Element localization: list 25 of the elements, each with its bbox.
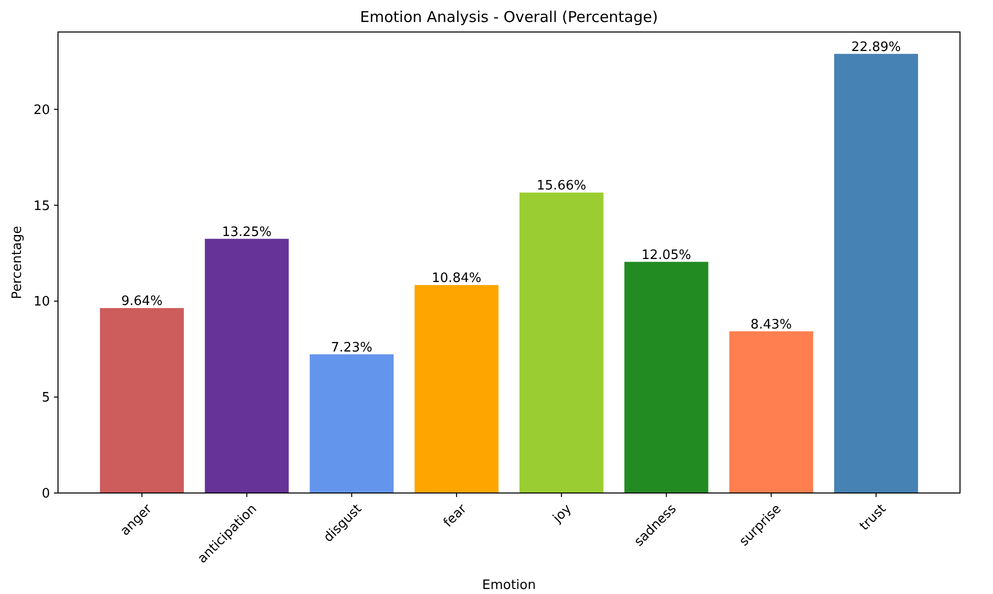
bar xyxy=(414,285,499,493)
x-axis-title: Emotion xyxy=(482,578,536,593)
bar xyxy=(624,262,708,493)
bar xyxy=(310,354,394,493)
bar xyxy=(519,192,604,493)
data-label: 7.23% xyxy=(331,340,372,356)
x-tick-label: joy xyxy=(550,501,575,527)
y-tick-label: 10 xyxy=(33,294,50,310)
data-label: 10.84% xyxy=(432,271,482,286)
y-tick-label: 20 xyxy=(33,102,50,118)
data-label: 12.05% xyxy=(642,248,692,263)
data-label: 9.64% xyxy=(121,294,163,310)
bar xyxy=(100,308,184,493)
y-tick-label: 5 xyxy=(42,390,50,406)
bar xyxy=(729,331,814,493)
data-label: 8.43% xyxy=(750,317,792,332)
data-label: 22.89% xyxy=(851,40,901,55)
data-label: 13.25% xyxy=(222,224,272,240)
bar xyxy=(204,238,289,493)
data-label: 15.66% xyxy=(536,178,586,194)
chart-title: Emotion Analysis - Overall (Percentage) xyxy=(360,8,658,26)
bar xyxy=(834,54,918,493)
y-axis-title: Percentage xyxy=(10,226,25,300)
y-tick-label: 0 xyxy=(42,486,50,502)
y-tick-label: 15 xyxy=(33,198,50,214)
